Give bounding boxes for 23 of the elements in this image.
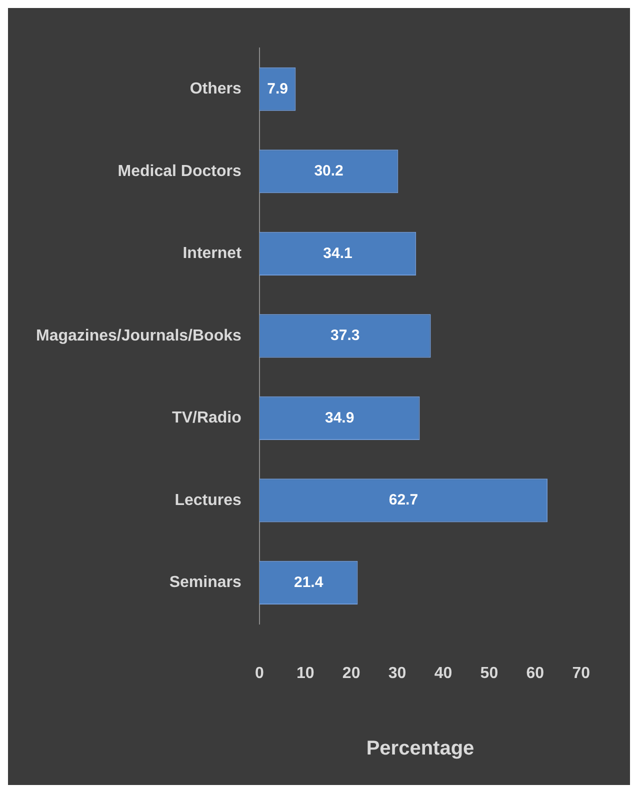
data-label: 7.9	[267, 80, 288, 98]
x-tick-label: 10	[296, 664, 314, 682]
data-label: 21.4	[294, 574, 324, 591]
y-tick-label: Seminars	[169, 574, 242, 592]
data-label: 30.2	[314, 162, 344, 180]
y-tick-label: Medical Doctors	[118, 162, 242, 180]
x-tick-label: 70	[572, 664, 590, 682]
y-tick-label: Magazines/Journals/Books	[36, 327, 242, 344]
data-label: 62.7	[388, 492, 418, 509]
x-tick-label: 20	[342, 664, 360, 682]
y-tick-label: Internet	[182, 245, 242, 262]
data-label: 37.3	[330, 327, 360, 344]
x-axis-title: Percentage	[366, 738, 474, 760]
data-label: 34.9	[324, 409, 354, 426]
x-tick-label: 30	[388, 664, 406, 682]
y-tick-label: Others	[190, 80, 242, 98]
x-tick-label: 40	[434, 664, 452, 682]
x-tick-label: 60	[526, 664, 544, 682]
x-tick-label: 50	[480, 664, 498, 682]
y-tick-label: Lectures	[174, 492, 242, 509]
y-tick-label: TV/Radio	[172, 410, 242, 427]
data-label: 34.1	[323, 244, 352, 262]
x-tick-label: 0	[254, 664, 264, 682]
